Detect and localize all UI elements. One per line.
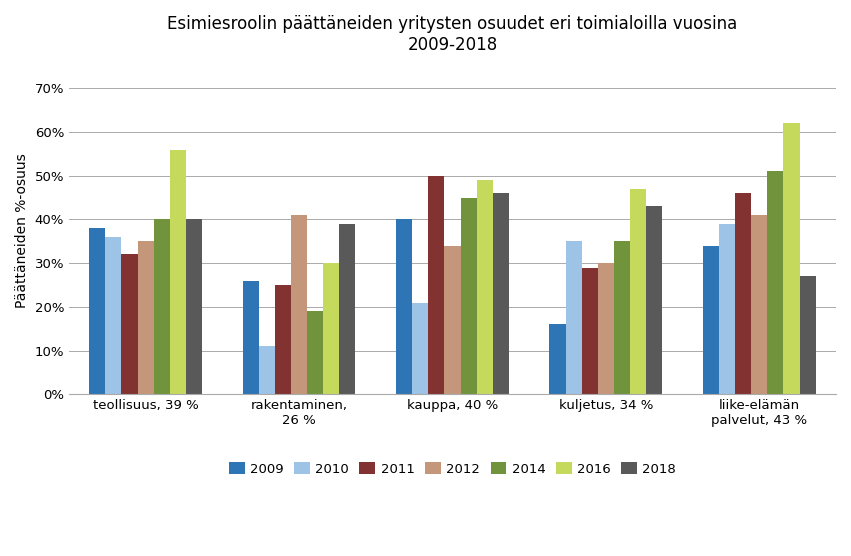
Bar <box>630 189 646 394</box>
Y-axis label: Päättäneiden %-osuus: Päättäneiden %-osuus <box>15 153 29 308</box>
Bar <box>597 263 614 394</box>
Bar <box>89 228 106 394</box>
Bar <box>122 255 138 394</box>
Bar <box>275 285 291 394</box>
Bar <box>186 220 202 394</box>
Bar <box>550 324 566 394</box>
Title: Esimiesroolin päättäneiden yritysten osuudet eri toimialoilla vuosina
2009-2018: Esimiesroolin päättäneiden yritysten osu… <box>168 15 738 54</box>
Bar <box>477 180 493 394</box>
Bar <box>646 206 662 394</box>
Bar <box>291 215 307 394</box>
Bar <box>800 276 815 394</box>
Bar <box>493 193 509 394</box>
Bar <box>340 224 356 394</box>
Bar <box>751 215 768 394</box>
Bar <box>444 246 460 394</box>
Bar <box>106 237 122 394</box>
Legend: 2009, 2010, 2011, 2012, 2014, 2016, 2018: 2009, 2010, 2011, 2012, 2014, 2016, 2018 <box>225 458 680 480</box>
Bar <box>396 220 412 394</box>
Bar <box>259 346 275 394</box>
Bar <box>735 193 751 394</box>
Bar <box>428 176 444 394</box>
Bar <box>768 171 784 394</box>
Bar <box>412 302 428 394</box>
Bar <box>138 241 154 394</box>
Bar <box>170 150 186 394</box>
Bar <box>243 281 259 394</box>
Bar <box>784 123 800 394</box>
Bar <box>719 224 735 394</box>
Bar <box>307 311 323 394</box>
Bar <box>703 246 719 394</box>
Bar <box>614 241 630 394</box>
Bar <box>460 197 477 394</box>
Bar <box>154 220 170 394</box>
Bar <box>323 263 340 394</box>
Bar <box>582 267 597 394</box>
Bar <box>566 241 582 394</box>
